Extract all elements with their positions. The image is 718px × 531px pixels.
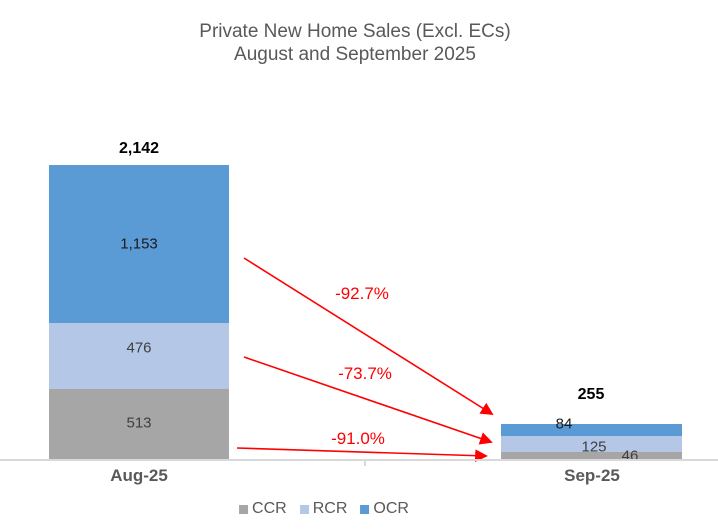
sep25-ccr-segment <box>501 452 682 459</box>
x-axis-line <box>0 459 718 461</box>
aug25-ccr-value: 513 <box>126 414 152 432</box>
sep25-ocr-segment <box>501 424 682 436</box>
chart-title: Private New Home Sales (Excl. ECs) Augus… <box>0 20 710 66</box>
legend-item-ocr: OCR <box>360 500 409 518</box>
ccr-swatch-icon <box>239 504 249 514</box>
sep25-rcr-value: 125 <box>581 438 607 456</box>
aug25-rcr-value: 476 <box>126 339 152 357</box>
arrow-ccr <box>236 447 488 463</box>
aug25-rcr-segment <box>49 323 229 389</box>
aug25-ccr-segment <box>49 389 229 459</box>
aug25-ocr-value: 1,153 <box>120 235 158 253</box>
aug25-ocr-segment <box>49 165 229 323</box>
pct-change-rcr: -73.7% <box>338 364 392 383</box>
category-label-sep25: Sep-25 <box>564 466 620 485</box>
pct-change-ocr: -92.7% <box>335 284 389 303</box>
legend-item-ccr: CCR <box>239 500 287 518</box>
sep25-total-label: 255 <box>577 386 605 403</box>
legend-item-rcr: RCR <box>299 500 348 518</box>
category-label-aug25: Aug-25 <box>110 466 168 485</box>
arrow-ocr <box>243 257 494 416</box>
legend: CCR RCR OCR <box>239 500 409 518</box>
legend-label-ccr: CCR <box>252 500 287 517</box>
sep25-ocr-value: 84 <box>555 415 573 433</box>
rcr-swatch-icon <box>299 504 309 514</box>
x-axis-tick <box>364 461 366 466</box>
pct-change-ccr: -91.0% <box>331 429 385 448</box>
chart-title-line1: Private New Home Sales (Excl. ECs) <box>199 21 511 42</box>
aug25-total-label: 2,142 <box>118 140 160 157</box>
sep25-rcr-segment <box>501 436 682 452</box>
ocr-swatch-icon <box>360 504 370 514</box>
sep25-ccr-value: 46 <box>621 447 639 465</box>
legend-label-ocr: OCR <box>373 500 409 517</box>
legend-label-rcr: RCR <box>312 500 348 517</box>
chart-title-line2: August and September 2025 <box>234 44 476 65</box>
